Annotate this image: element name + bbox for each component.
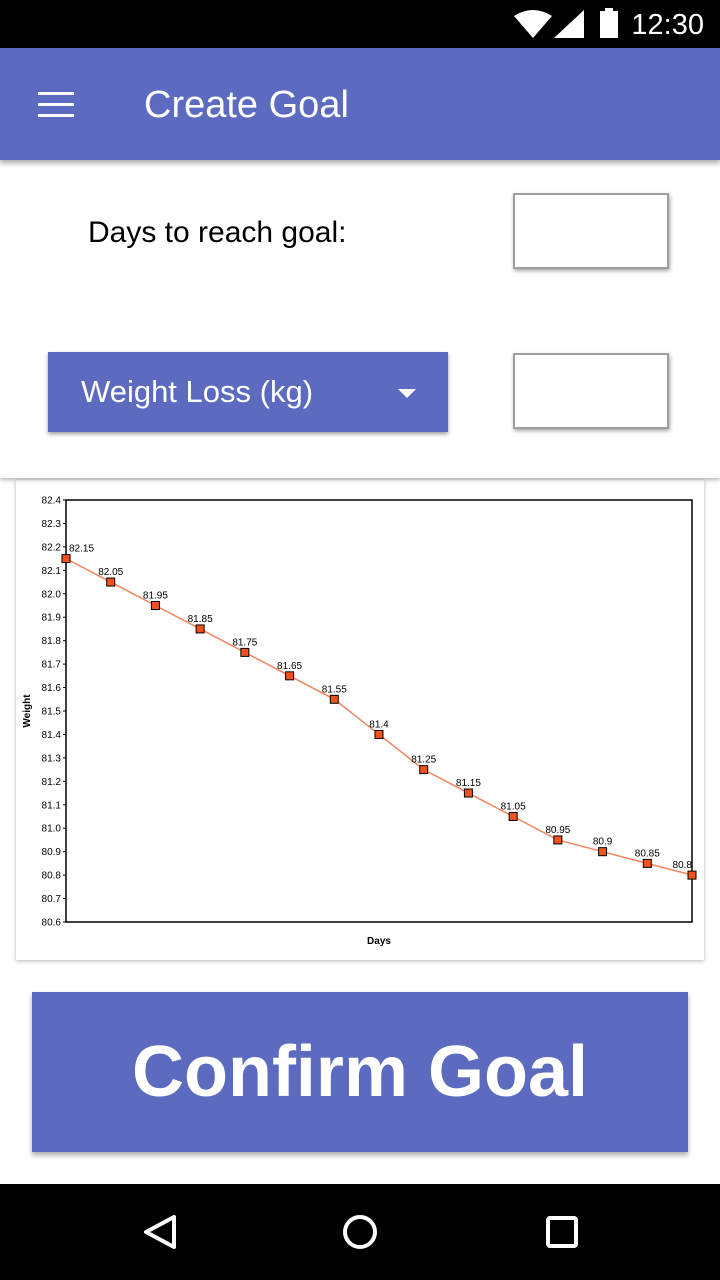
data-point-label: 81.25	[411, 755, 436, 766]
data-point-label: 80.85	[635, 848, 660, 859]
y-tick-label: 81.8	[42, 636, 62, 647]
wifi-icon	[514, 10, 552, 38]
y-tick-label: 81.5	[42, 707, 62, 718]
y-tick-label: 81.4	[42, 730, 62, 741]
back-triangle-icon[interactable]	[140, 1212, 180, 1252]
status-time: 12:30	[631, 9, 704, 41]
dropdown-arrow-icon	[398, 389, 416, 398]
weight-chart-card: 82.4 82.3 82.2 82.1 82.0 81.9 81.8 81.7 81.6 81.5…	[16, 480, 704, 960]
data-point-label: 81.85	[188, 614, 213, 625]
battery-icon	[600, 8, 618, 38]
data-point-marker	[150, 601, 160, 610]
data-point-label: 81.05	[501, 802, 526, 813]
data-point-label: 82.05	[98, 567, 123, 578]
hamburger-menu-icon[interactable]	[38, 92, 74, 118]
days-input[interactable]	[513, 193, 669, 269]
y-tick-label: 81.2	[42, 777, 62, 788]
y-tick-label: 82.1	[42, 566, 62, 577]
data-point-label: 81.15	[456, 778, 481, 789]
y-tick-label: 81.1	[42, 800, 62, 811]
status-bar: 12:30	[0, 0, 720, 48]
y-tick-label: 81.6	[42, 683, 62, 694]
y-tick-label: 82.0	[42, 589, 62, 600]
days-to-reach-goal-label: Days to reach goal:	[88, 216, 347, 249]
y-tick-label: 80.6	[42, 918, 62, 929]
y-tick-label: 80.7	[42, 894, 62, 905]
recents-square-icon[interactable]	[542, 1212, 582, 1252]
data-point-label: 81.4	[369, 719, 389, 730]
home-circle-icon[interactable]	[340, 1212, 380, 1252]
cell-signal-icon	[554, 10, 584, 38]
app-bar: Create Goal	[0, 48, 720, 160]
y-tick-label: 81.3	[42, 753, 62, 764]
x-axis-label: Days	[367, 936, 391, 947]
data-point-label: 81.55	[322, 684, 347, 695]
data-point-marker	[598, 847, 608, 857]
goal-form-card: Days to reach goal: Weight Loss (kg)	[0, 160, 720, 478]
y-tick-label: 82.3	[42, 519, 62, 530]
y-tick-label: 81.7	[42, 660, 62, 671]
data-point-marker	[285, 671, 295, 681]
data-point-marker	[61, 554, 71, 564]
data-point-marker	[329, 694, 339, 704]
data-point-marker	[463, 788, 473, 798]
navigation-bar	[0, 1184, 720, 1280]
y-tick-label: 80.9	[42, 847, 62, 858]
data-point-marker	[508, 812, 518, 821]
data-point-marker	[195, 624, 205, 634]
data-point-label: 82.15	[69, 544, 94, 555]
plot-area-frame	[65, 499, 693, 923]
data-point-marker	[687, 870, 697, 880]
y-tick-label: 82.2	[42, 542, 62, 553]
y-tick-label: 81.9	[42, 613, 62, 624]
data-point-marker	[240, 647, 250, 657]
goal-type-dropdown[interactable]: Weight Loss (kg)	[48, 352, 448, 432]
data-point-marker	[106, 577, 116, 587]
data-point-label: 81.75	[232, 637, 257, 648]
confirm-goal-button[interactable]: Confirm Goal	[32, 992, 688, 1152]
y-tick-label: 81.0	[42, 824, 62, 835]
goal-type-selected-label: Weight Loss (kg)	[81, 374, 314, 409]
data-point-label: 81.65	[277, 661, 302, 672]
data-point-label: 80.9	[593, 837, 613, 848]
data-point-marker	[374, 729, 384, 739]
y-axis-label: Weight	[22, 694, 33, 728]
goal-amount-input[interactable]	[513, 353, 669, 429]
data-point-marker	[419, 765, 429, 775]
y-tick-label: 82.4	[42, 496, 62, 507]
page-title: Create Goal	[144, 84, 349, 126]
data-point-marker	[553, 835, 563, 845]
weight-chart: 82.4 82.3 82.2 82.1 82.0 81.9 81.8 81.7 81.6 81.5…	[22, 496, 697, 947]
data-point-label: 80.95	[545, 825, 570, 836]
data-point-label: 81.95	[143, 591, 168, 602]
data-point-label: 80.8	[673, 860, 693, 871]
data-point-marker	[642, 858, 652, 868]
y-tick-label: 80.8	[42, 871, 62, 882]
